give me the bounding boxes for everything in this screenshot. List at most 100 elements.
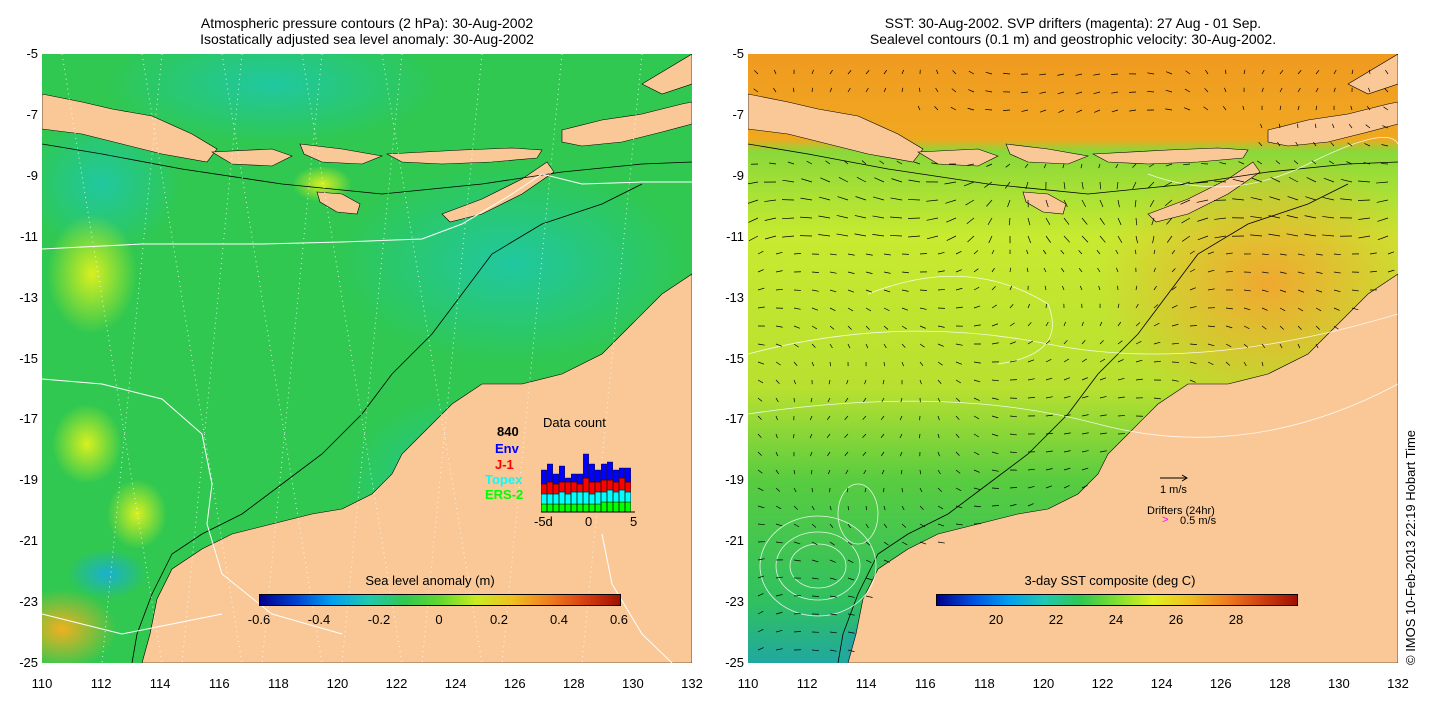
velocity-vector — [1044, 285, 1047, 291]
velocity-vector — [1099, 235, 1106, 243]
right-lat-tick: -21 — [725, 533, 744, 549]
velocity-vector — [800, 216, 813, 219]
data-count-env: Env — [495, 441, 519, 456]
hist-bar-j-1 — [613, 481, 619, 493]
velocity-vector — [1009, 285, 1013, 291]
hist-bar-env — [559, 465, 565, 483]
velocity-vector — [1078, 250, 1083, 255]
velocity-vector — [775, 325, 783, 328]
velocity-vector — [775, 451, 779, 457]
right-lon-tick: 130 — [1328, 676, 1350, 691]
velocity-vector — [818, 215, 831, 219]
velocity-vector — [1269, 196, 1281, 201]
velocity-vector — [757, 487, 764, 492]
velocity-vector — [1081, 377, 1088, 381]
hist-bar-topex — [613, 491, 619, 503]
velocity-vector — [1333, 289, 1341, 293]
left-colorbar-tick: 0.6 — [609, 612, 629, 627]
velocity-vector — [757, 269, 764, 273]
velocity-vector — [1021, 91, 1029, 94]
velocity-vector — [1129, 109, 1137, 112]
velocity-vector — [873, 196, 885, 201]
velocity-vector — [955, 379, 962, 384]
velocity-vector — [775, 576, 783, 579]
velocity-vector — [1058, 109, 1065, 113]
right-lat-tick: -15 — [725, 350, 744, 366]
velocity-vector — [836, 215, 849, 219]
velocity-vector — [861, 160, 867, 165]
velocity-vector — [1377, 235, 1389, 241]
velocity-vector — [955, 269, 962, 273]
velocity-vector — [931, 162, 939, 165]
velocity-vector — [1189, 361, 1197, 364]
velocity-vector — [883, 559, 890, 563]
right-lat-tick: -13 — [725, 289, 744, 305]
velocity-vector — [757, 575, 765, 579]
velocity-vector — [811, 289, 819, 292]
velocity-vector — [1297, 253, 1305, 256]
velocity-vector — [825, 160, 831, 165]
hist-bar-ers-2 — [583, 503, 589, 513]
velocity-vector — [1009, 360, 1017, 363]
velocity-vector — [1099, 321, 1103, 327]
hist-bar-topex — [583, 491, 589, 505]
velocity-vector — [1027, 235, 1032, 244]
velocity-vector — [1099, 396, 1107, 399]
velocity-vector — [775, 594, 783, 597]
velocity-vector — [883, 523, 888, 529]
velocity-vector — [1116, 267, 1119, 273]
velocity-vector — [1027, 340, 1034, 345]
velocity-vector — [1183, 107, 1191, 111]
left-lat-tick: -5 — [26, 46, 38, 61]
velocity-vector — [1063, 450, 1071, 453]
hist-bar-ers-2 — [565, 503, 571, 513]
velocity-vector — [899, 433, 903, 439]
velocity-vector — [1225, 307, 1233, 310]
velocity-vector — [757, 397, 763, 402]
velocity-vector — [865, 505, 868, 511]
velocity-vector — [919, 505, 924, 510]
left-lat-tick: -23 — [19, 594, 38, 610]
velocity-vector — [1149, 199, 1155, 207]
hist-bar-env — [619, 467, 625, 479]
right-colorbar-tick: 28 — [1228, 612, 1244, 627]
velocity-vector — [753, 88, 759, 93]
velocity-vector — [1063, 235, 1071, 243]
velocity-vector — [1332, 123, 1335, 129]
velocity-vector — [1099, 377, 1107, 381]
velocity-vector — [811, 87, 814, 93]
velocity-vector — [919, 487, 923, 493]
velocity-vector — [1027, 468, 1035, 471]
velocity-vector — [1297, 105, 1300, 111]
velocity-vector — [1328, 160, 1335, 165]
velocity-vector — [955, 505, 963, 509]
velocity-vector — [757, 379, 764, 384]
velocity-vector — [880, 433, 885, 439]
velocity-vector — [1027, 303, 1031, 309]
velocity-vector — [1232, 198, 1245, 201]
velocity-vector — [1315, 271, 1323, 274]
velocity-vector — [1117, 359, 1124, 363]
left-lon-tick: 122 — [385, 676, 408, 691]
velocity-vector — [1009, 267, 1012, 273]
velocity-vector — [883, 307, 890, 312]
hist-bar-env — [547, 463, 553, 483]
velocity-vector — [1232, 178, 1245, 183]
velocity-vector — [991, 342, 999, 345]
velocity-vector — [1304, 215, 1317, 219]
velocity-vector — [1111, 73, 1119, 76]
right-colorbar-tick: 20 — [988, 612, 1004, 627]
velocity-vector — [1025, 181, 1029, 190]
velocity-vector — [899, 451, 903, 457]
velocity-vector — [1313, 141, 1317, 147]
velocity-vector — [1098, 285, 1101, 291]
hist-bar-j-1 — [571, 481, 577, 493]
velocity-vector — [1351, 69, 1354, 75]
velocity-vector — [991, 469, 999, 472]
velocity-vector — [985, 90, 993, 93]
hist-bar-topex — [595, 491, 601, 505]
geostrophic-velocity-vectors — [748, 69, 1395, 652]
velocity-vector — [991, 415, 999, 419]
velocity-vector — [1333, 325, 1339, 330]
velocity-vector — [1063, 395, 1071, 399]
